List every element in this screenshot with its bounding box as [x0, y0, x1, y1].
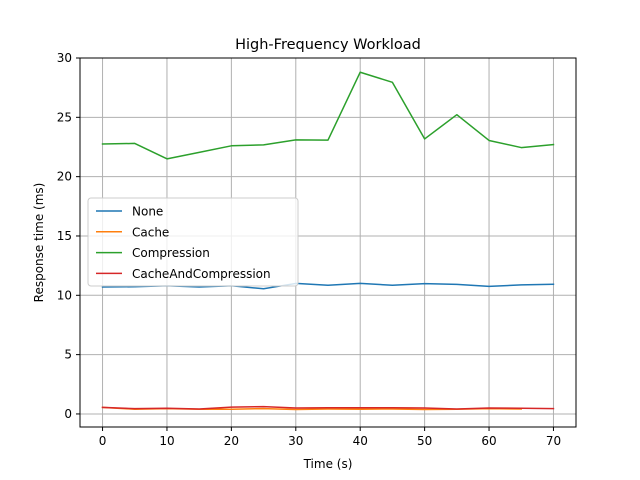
legend-box [87, 197, 299, 287]
x-tick-label: 50 [417, 434, 432, 448]
x-tick-label: 60 [481, 434, 496, 448]
legend-label: CacheAndCompression [132, 267, 271, 281]
y-tick-label: 10 [57, 288, 72, 302]
legend-label: None [132, 205, 163, 219]
series-line-cacheandcompression [101, 405, 555, 410]
series-line-compression [101, 71, 555, 160]
x-tick-label: 0 [99, 434, 107, 448]
tick-layer: 0 10 20 30 40 50 60 70 0 5 10 15 20 25 30 [57, 51, 561, 448]
y-tick-label: 0 [64, 407, 72, 421]
x-axis-label: Time (s) [303, 457, 353, 471]
legend-items: None Cache Compression CacheAndCompression [96, 205, 271, 281]
x-tick-label: 10 [159, 434, 174, 448]
legend: None Cache Compression CacheAndCompression [87, 197, 299, 287]
y-axis-label: Response time (ms) [32, 183, 46, 303]
legend-label: Cache [132, 225, 169, 239]
x-tick-label: 30 [288, 434, 303, 448]
chart-title: High-Frequency Workload [235, 37, 421, 53]
y-tick-label: 20 [57, 170, 72, 184]
y-tick-label: 25 [57, 110, 72, 124]
x-tick-label: 70 [546, 434, 561, 448]
y-tick-label: 5 [64, 348, 72, 362]
y-tick-label: 15 [57, 229, 72, 243]
y-tick-label: 30 [57, 51, 72, 65]
x-tick-label: 20 [224, 434, 239, 448]
x-tick-label: 40 [353, 434, 368, 448]
legend-label: Compression [132, 246, 210, 260]
plot-frame [79, 57, 577, 428]
